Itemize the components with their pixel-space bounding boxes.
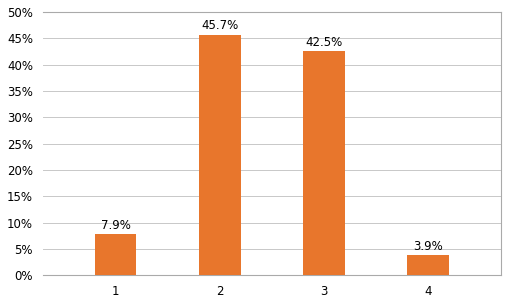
Text: 45.7%: 45.7% — [201, 20, 238, 33]
Text: 3.9%: 3.9% — [413, 240, 443, 253]
Bar — [407, 255, 449, 275]
Bar — [303, 52, 345, 275]
Bar — [95, 234, 137, 275]
Text: 7.9%: 7.9% — [101, 219, 131, 231]
Text: 42.5%: 42.5% — [305, 36, 342, 49]
Bar — [199, 34, 241, 275]
